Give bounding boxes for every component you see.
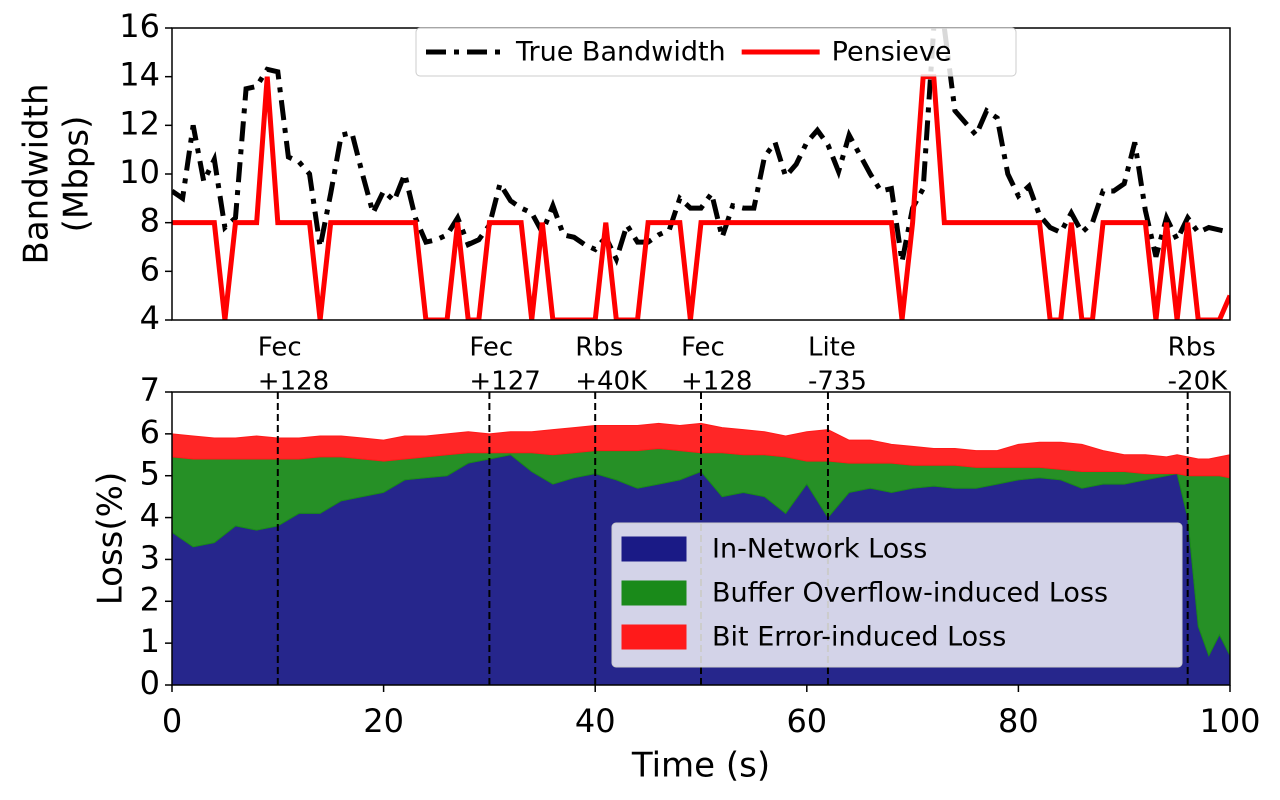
line-series xyxy=(172,28,1230,266)
x-tick-label: 100 xyxy=(1199,702,1260,740)
y-tick-label: 0 xyxy=(140,664,160,702)
legend-box xyxy=(415,27,1017,77)
legend-label: Bit Error-induced Loss xyxy=(712,622,1006,653)
y-tick-label: 7 xyxy=(140,371,160,409)
legend-swatch xyxy=(621,624,687,650)
y-tick-label: 4 xyxy=(140,299,160,337)
x-tick-label: 20 xyxy=(363,702,404,740)
annotation-label: Lite xyxy=(808,333,856,363)
y-axis-label-line: Bandwidth xyxy=(17,83,57,264)
plot-area xyxy=(172,28,1230,320)
y-tick-label: 5 xyxy=(140,455,160,493)
x-tick-label: 60 xyxy=(786,702,827,740)
y-axis-label: Bandwidth (Mbps) xyxy=(17,83,97,264)
y-tick-label: 3 xyxy=(140,538,160,576)
x-tick-label: 0 xyxy=(162,702,182,740)
y-tick-label: 4 xyxy=(140,497,160,535)
legend-label: Pensieve xyxy=(832,37,952,68)
y-axis-label: Loss(%) xyxy=(91,472,131,605)
y-tick-label: 16 xyxy=(119,7,160,45)
x-axis-label: Time (s) xyxy=(631,746,770,786)
y-tick-label: 2 xyxy=(140,580,160,618)
y-tick-label: 12 xyxy=(119,104,160,142)
annotation-label: Fec xyxy=(469,333,513,363)
y-tick-label: 6 xyxy=(140,413,160,451)
annotation-label: Rbs xyxy=(1168,333,1216,363)
y-tick-label: 8 xyxy=(140,202,160,240)
annotation-label: Fec xyxy=(681,333,725,363)
axes-frame xyxy=(171,391,1231,686)
y-tick-label: 14 xyxy=(119,56,160,94)
x-tick-label: 80 xyxy=(998,702,1039,740)
y-tick-label: 1 xyxy=(140,622,160,660)
annotation-label: Fec xyxy=(258,333,302,363)
legend: In-Network Loss Buffer Overflow-induced L… xyxy=(611,522,1183,668)
line-series xyxy=(172,74,1230,320)
annotation-label: Rbs xyxy=(575,333,623,363)
x-tick-label: 40 xyxy=(575,702,616,740)
legend-label: In-Network Loss xyxy=(712,534,927,565)
legend-label: True Bandwidth xyxy=(515,37,726,68)
legend-swatch xyxy=(621,580,687,606)
legend: True Bandwidth Pensieve xyxy=(415,27,1017,77)
y-axis-label-line: (Mbps) xyxy=(57,116,97,233)
y-tick-label: 10 xyxy=(119,153,160,191)
legend-label: Buffer Overflow-induced Loss xyxy=(712,578,1108,609)
legend-box xyxy=(611,522,1183,668)
legend-swatch xyxy=(621,536,687,562)
y-tick-label: 6 xyxy=(140,250,160,288)
